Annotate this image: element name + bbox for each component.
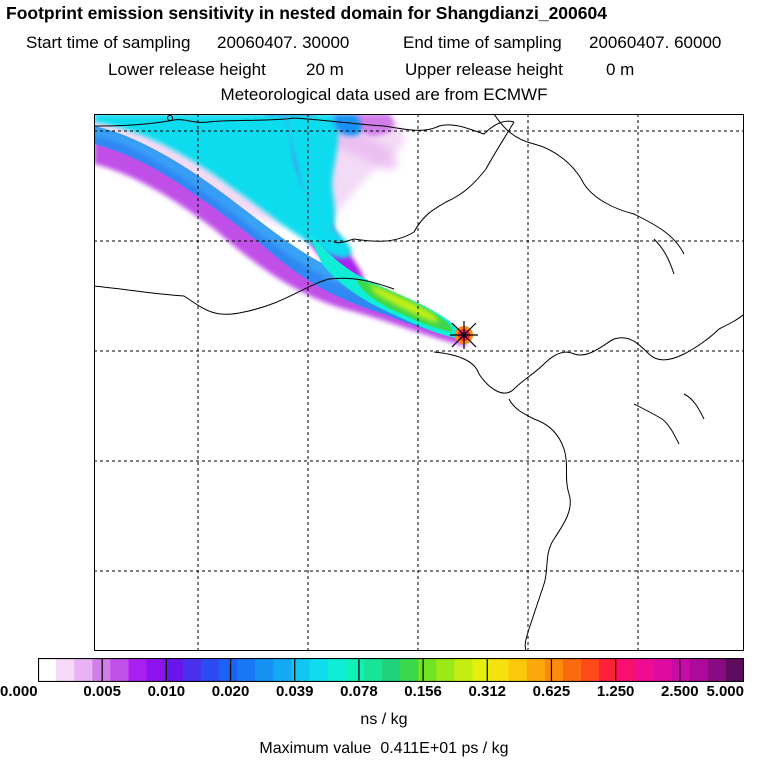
graticule xyxy=(94,114,744,651)
footprint-map xyxy=(94,114,744,651)
color-swatch xyxy=(436,658,455,682)
color-swatch xyxy=(581,658,600,682)
color-swatch xyxy=(599,658,618,682)
maximum-value-label: Maximum value xyxy=(259,740,372,757)
color-scale-tick-label: 0.156 xyxy=(404,683,442,700)
color-scale-tick-label: 0.005 xyxy=(83,683,121,700)
color-swatch xyxy=(200,658,220,682)
color-swatch xyxy=(327,658,347,682)
color-scale-tick-label: 5.000 xyxy=(706,683,744,700)
color-swatch xyxy=(255,658,274,682)
station-marker xyxy=(450,321,478,349)
lower-height-value: 20 m xyxy=(306,60,344,79)
color-swatch xyxy=(544,658,564,682)
color-scale-tick-label: 0.078 xyxy=(340,683,378,700)
color-swatch xyxy=(526,658,546,682)
color-swatch xyxy=(56,658,75,682)
coastline-borders xyxy=(94,114,744,651)
color-swatch xyxy=(363,658,383,682)
color-swatch xyxy=(454,658,474,682)
color-swatch xyxy=(146,658,166,682)
color-swatch xyxy=(273,658,293,682)
maximum-value-line: Maximum value 0.411E+01 ps / kg xyxy=(0,740,768,758)
color-scale-bar xyxy=(38,658,744,682)
start-time-label: Start time of sampling xyxy=(26,33,191,52)
end-time-value: 20060407. 60000 xyxy=(589,33,722,52)
color-swatch xyxy=(291,658,311,682)
color-scale-tick-label: 0.625 xyxy=(532,683,571,700)
map-frame xyxy=(94,114,744,651)
color-swatch xyxy=(653,658,673,682)
color-swatch xyxy=(671,658,691,682)
legend-unit: ns / kg xyxy=(360,711,408,728)
color-swatch xyxy=(635,658,655,682)
color-swatch xyxy=(725,658,744,682)
end-time-label: End time of sampling xyxy=(403,33,562,52)
color-swatch xyxy=(182,658,202,682)
footprint-plume xyxy=(94,114,473,346)
color-swatch xyxy=(128,658,148,682)
color-swatch xyxy=(381,658,401,682)
color-scale-frame xyxy=(38,658,744,682)
figure-title: Footprint emission sensitivity in nested… xyxy=(6,3,607,23)
color-swatch xyxy=(418,658,437,682)
color-scale-tick-label: 0.010 xyxy=(147,683,186,700)
color-scale-tick-label: 1.250 xyxy=(596,683,635,700)
color-scale-tick-label: 0.312 xyxy=(468,683,507,700)
color-scale-tick-label: 0.039 xyxy=(275,683,314,700)
upper-height-value: 0 m xyxy=(606,60,635,79)
color-swatch xyxy=(400,658,419,682)
color-swatches xyxy=(38,658,744,682)
color-scale-tick-label: 2.500 xyxy=(661,683,699,700)
color-swatch xyxy=(472,658,492,682)
color-swatch xyxy=(508,658,528,682)
color-swatch xyxy=(74,658,93,682)
color-swatch xyxy=(219,658,238,682)
color-swatch xyxy=(164,658,184,682)
color-swatch xyxy=(707,658,727,682)
color-swatch xyxy=(110,658,130,682)
color-swatch xyxy=(345,658,365,682)
color-scale-tick-label: 0.020 xyxy=(211,683,250,700)
color-swatch xyxy=(309,658,329,682)
start-time-value: 20060407. 30000 xyxy=(217,33,350,52)
lower-height-label: Lower release height xyxy=(108,60,266,79)
color-swatch xyxy=(617,658,636,682)
color-swatch xyxy=(38,658,57,682)
color-swatch xyxy=(689,658,709,682)
upper-height-label: Upper release height xyxy=(405,60,563,79)
color-swatch xyxy=(237,658,256,682)
met-data-line: Meteorological data used are from ECMWF xyxy=(220,85,548,104)
maximum-value: 0.411E+01 ps / kg xyxy=(380,740,509,757)
color-swatch xyxy=(562,658,582,682)
color-swatch xyxy=(490,658,510,682)
color-scale-tick-label: 0.000 xyxy=(0,683,38,700)
